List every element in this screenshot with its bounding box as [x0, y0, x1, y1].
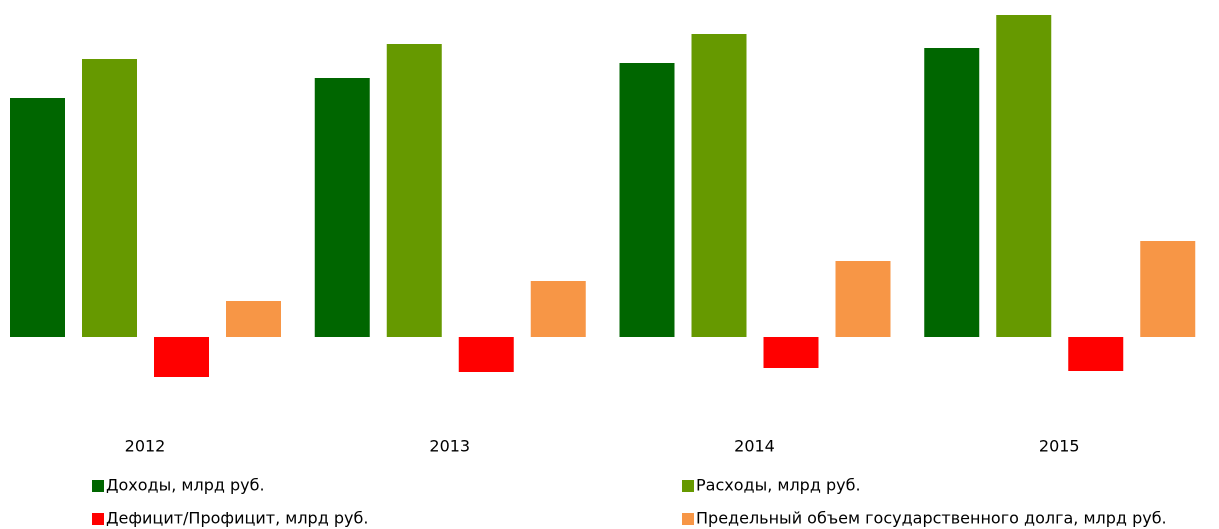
bar	[386, 44, 442, 337]
legend-label: Дефицит/Профицит, млрд руб.	[106, 509, 368, 528]
bar	[458, 337, 514, 372]
bar	[835, 261, 891, 337]
bar	[226, 301, 281, 337]
bar	[530, 281, 586, 337]
x-tick-label: 2015	[1039, 437, 1080, 456]
legend-label: Доходы, млрд руб.	[106, 476, 265, 495]
bar	[996, 15, 1052, 337]
bar	[619, 63, 675, 337]
bar	[154, 337, 209, 377]
legend-label: Расходы, млрд руб.	[696, 476, 861, 495]
bar	[82, 59, 137, 337]
bar	[924, 48, 980, 337]
legend-swatch	[92, 513, 104, 525]
legend-label: Предельный объем государственного долга,…	[696, 509, 1167, 528]
bar	[763, 337, 819, 368]
x-tick-label: 2012	[125, 437, 166, 456]
bar	[691, 34, 747, 337]
x-tick-label: 2014	[734, 437, 775, 456]
legend-swatch	[92, 480, 104, 492]
legend-swatch	[682, 480, 694, 492]
bar	[10, 98, 65, 337]
legend-swatch	[682, 513, 694, 525]
bar	[1068, 337, 1124, 371]
bar	[314, 78, 370, 337]
x-tick-label: 2013	[429, 437, 470, 456]
bar	[1140, 241, 1196, 337]
